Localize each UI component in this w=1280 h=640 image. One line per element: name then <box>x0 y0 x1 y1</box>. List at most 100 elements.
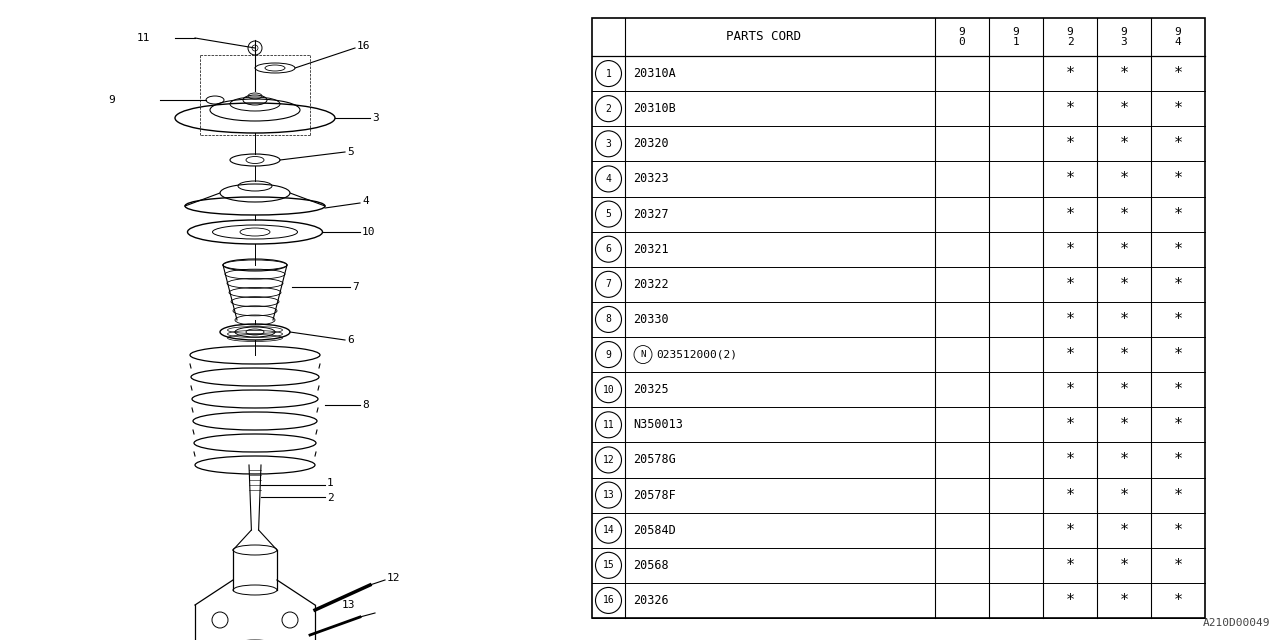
Text: A210D00049: A210D00049 <box>1202 618 1270 628</box>
Text: *: * <box>1120 558 1129 573</box>
Text: 9
4: 9 4 <box>1175 27 1181 47</box>
Text: *: * <box>1174 312 1183 327</box>
Text: 13: 13 <box>603 490 614 500</box>
Text: 20326: 20326 <box>634 594 668 607</box>
Text: 6: 6 <box>347 335 353 345</box>
Text: *: * <box>1120 523 1129 538</box>
Text: *: * <box>1120 488 1129 502</box>
Text: *: * <box>1065 277 1075 292</box>
Text: *: * <box>1120 66 1129 81</box>
Text: 9
1: 9 1 <box>1012 27 1019 47</box>
Text: 20584D: 20584D <box>634 524 676 537</box>
Text: 1: 1 <box>326 478 334 488</box>
Text: *: * <box>1120 136 1129 151</box>
Text: 9: 9 <box>109 95 115 105</box>
Text: 2: 2 <box>326 493 334 503</box>
Text: 20330: 20330 <box>634 313 668 326</box>
Text: 2: 2 <box>605 104 612 114</box>
Text: 7: 7 <box>352 282 358 292</box>
Text: *: * <box>1120 207 1129 221</box>
Text: 4: 4 <box>605 174 612 184</box>
Text: 12: 12 <box>603 455 614 465</box>
Text: 8: 8 <box>605 314 612 324</box>
Text: 20568: 20568 <box>634 559 668 572</box>
Text: *: * <box>1174 558 1183 573</box>
Text: 6: 6 <box>605 244 612 254</box>
Text: 9
2: 9 2 <box>1066 27 1074 47</box>
Text: 20310A: 20310A <box>634 67 676 80</box>
Text: 20578G: 20578G <box>634 453 676 467</box>
Text: 20325: 20325 <box>634 383 668 396</box>
Bar <box>591 18 1204 618</box>
Text: *: * <box>1174 66 1183 81</box>
Text: *: * <box>1120 312 1129 327</box>
Polygon shape <box>233 550 276 590</box>
Text: 15: 15 <box>603 560 614 570</box>
Text: 8: 8 <box>362 399 369 410</box>
Text: *: * <box>1120 242 1129 257</box>
Text: *: * <box>1065 488 1075 502</box>
Text: *: * <box>1065 558 1075 573</box>
Text: 20320: 20320 <box>634 138 668 150</box>
Text: *: * <box>1174 452 1183 467</box>
Text: *: * <box>1065 347 1075 362</box>
Text: 1: 1 <box>605 68 612 79</box>
Text: *: * <box>1065 593 1075 608</box>
Text: 20310B: 20310B <box>634 102 676 115</box>
Text: *: * <box>1065 207 1075 221</box>
Text: 9: 9 <box>605 349 612 360</box>
Text: 16: 16 <box>357 41 370 51</box>
Text: *: * <box>1174 172 1183 186</box>
Text: *: * <box>1174 207 1183 221</box>
Text: *: * <box>1065 523 1075 538</box>
Text: *: * <box>1120 347 1129 362</box>
Text: *: * <box>1174 382 1183 397</box>
Text: *: * <box>1174 593 1183 608</box>
Text: *: * <box>1174 242 1183 257</box>
Text: *: * <box>1120 593 1129 608</box>
Text: 20323: 20323 <box>634 172 668 186</box>
Text: *: * <box>1174 523 1183 538</box>
Text: 16: 16 <box>603 595 614 605</box>
Text: 9
0: 9 0 <box>959 27 965 47</box>
Text: *: * <box>1065 101 1075 116</box>
Text: 3: 3 <box>605 139 612 149</box>
Text: 13: 13 <box>342 600 356 610</box>
Text: 3: 3 <box>372 113 379 123</box>
Text: *: * <box>1065 242 1075 257</box>
Text: 7: 7 <box>605 279 612 289</box>
Text: 10: 10 <box>362 227 375 237</box>
Text: 12: 12 <box>387 573 401 583</box>
Text: *: * <box>1174 277 1183 292</box>
Text: 5: 5 <box>347 147 353 157</box>
Text: *: * <box>1174 417 1183 432</box>
Text: N350013: N350013 <box>634 419 682 431</box>
Polygon shape <box>233 530 276 550</box>
Text: 20578F: 20578F <box>634 488 676 502</box>
Text: *: * <box>1065 452 1075 467</box>
Text: *: * <box>1065 382 1075 397</box>
Text: 023512000(2): 023512000(2) <box>657 349 737 360</box>
Text: *: * <box>1120 101 1129 116</box>
Text: *: * <box>1120 452 1129 467</box>
Text: *: * <box>1065 172 1075 186</box>
Text: 11: 11 <box>603 420 614 430</box>
Text: *: * <box>1120 172 1129 186</box>
Text: 5: 5 <box>605 209 612 219</box>
Text: *: * <box>1120 277 1129 292</box>
Text: *: * <box>1065 417 1075 432</box>
Text: 20321: 20321 <box>634 243 668 256</box>
Text: 9
3: 9 3 <box>1120 27 1128 47</box>
Text: *: * <box>1174 101 1183 116</box>
Text: 20327: 20327 <box>634 207 668 221</box>
Text: PARTS CORD: PARTS CORD <box>726 31 801 44</box>
Text: 11: 11 <box>137 33 151 43</box>
Text: *: * <box>1065 136 1075 151</box>
Text: *: * <box>1065 66 1075 81</box>
Text: *: * <box>1065 312 1075 327</box>
Text: *: * <box>1174 136 1183 151</box>
Text: *: * <box>1120 417 1129 432</box>
Text: *: * <box>1174 347 1183 362</box>
Text: 20322: 20322 <box>634 278 668 291</box>
Text: 14: 14 <box>603 525 614 535</box>
